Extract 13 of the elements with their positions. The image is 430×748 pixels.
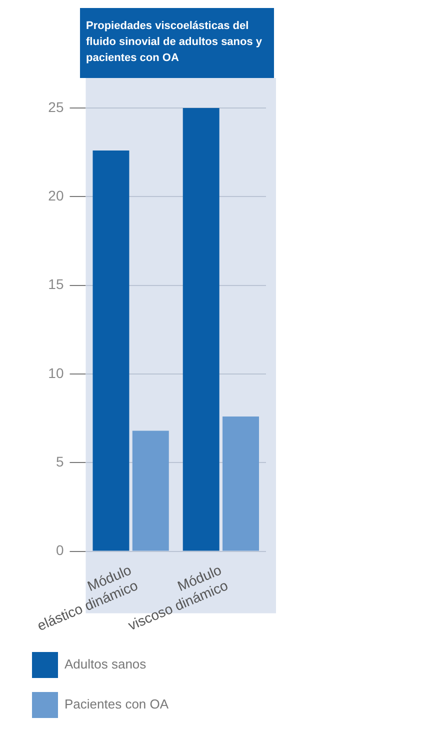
y-tick-label: 25 bbox=[48, 98, 64, 115]
legend-label: Pacientes con OA bbox=[64, 696, 169, 712]
y-tick-label: 20 bbox=[48, 188, 64, 204]
chart-title: Propiedades viscoelásticas del fluido sinovial de adultos sanos y pacientes con OA bbox=[80, 8, 274, 78]
y-tick-label: 0 bbox=[56, 542, 64, 558]
bar bbox=[132, 430, 169, 551]
legend-label: Adultos sanos bbox=[64, 656, 147, 672]
bar bbox=[222, 416, 260, 551]
bar bbox=[92, 150, 130, 551]
y-tick-label: 15 bbox=[48, 276, 64, 292]
y-tick-label: 5 bbox=[56, 453, 64, 470]
bar bbox=[182, 108, 220, 551]
y-tick-label: 10 bbox=[48, 364, 64, 381]
